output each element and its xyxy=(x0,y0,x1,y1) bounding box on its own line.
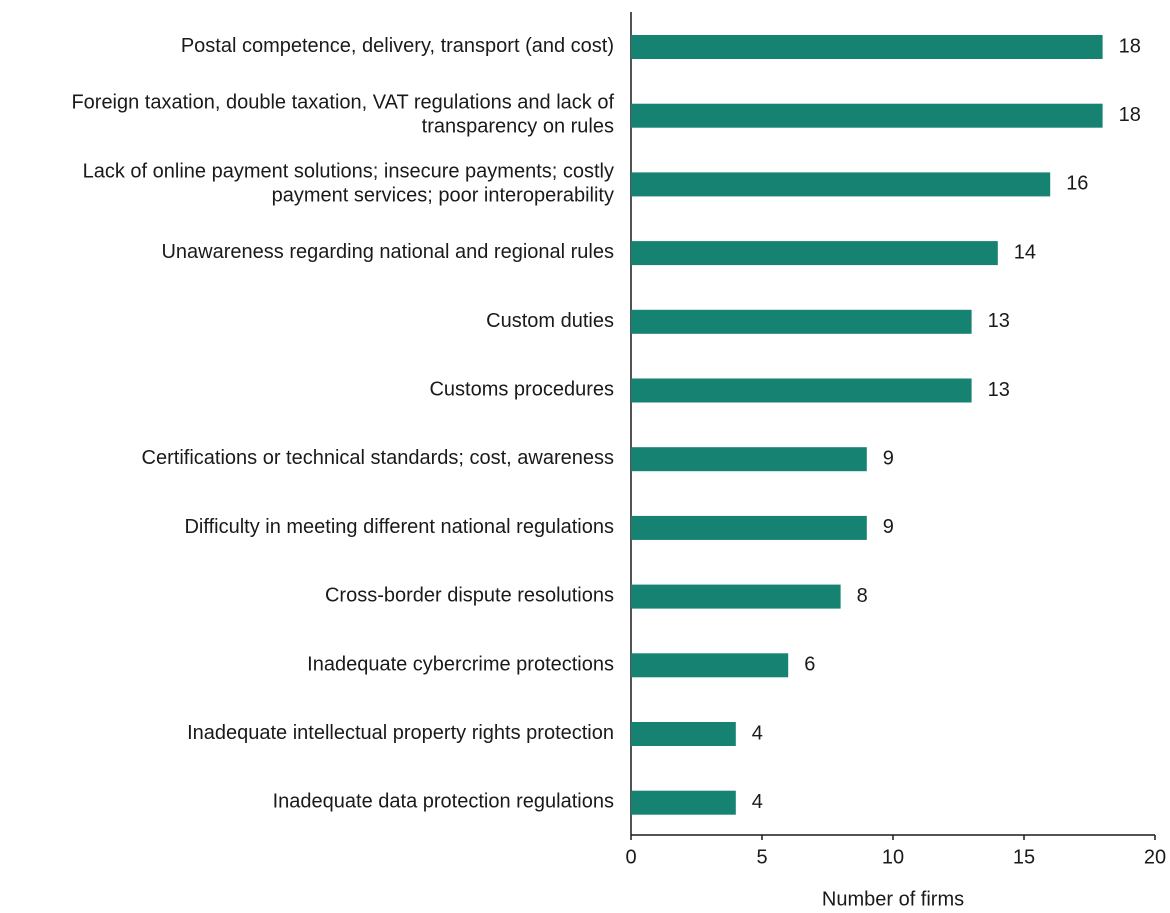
bar xyxy=(631,309,972,334)
y-tick-label: Difficulty in meeting different national… xyxy=(184,516,614,538)
x-axis-label: Number of firms xyxy=(822,888,964,910)
x-tick-label: 15 xyxy=(1013,846,1035,868)
value-label: 6 xyxy=(804,654,815,676)
bar xyxy=(631,515,867,540)
value-label: 9 xyxy=(883,447,894,469)
y-tick-label: Unawareness regarding national and regio… xyxy=(161,241,614,263)
bar xyxy=(631,447,867,472)
y-tick-label: Cross-border dispute resolutions xyxy=(325,585,614,607)
y-tick-label: Inadequate data protection regulations xyxy=(273,791,614,813)
x-tick-label: 10 xyxy=(882,846,904,868)
y-tick-label: Lack of online payment solutions; insecu… xyxy=(83,161,614,207)
bar xyxy=(631,722,736,746)
x-tick-label: 0 xyxy=(625,846,636,868)
value-label: 14 xyxy=(1014,241,1036,263)
value-label: 4 xyxy=(752,722,763,744)
y-tick-label: Customs procedures xyxy=(429,379,614,401)
y-tick-label: Inadequate cybercrime protections xyxy=(307,654,614,676)
value-label: 8 xyxy=(857,585,868,607)
bar xyxy=(631,35,1103,59)
value-label: 9 xyxy=(883,516,894,538)
bar xyxy=(631,790,736,815)
value-label: 18 xyxy=(1119,35,1141,57)
y-tick-label: Inadequate intellectual property rights … xyxy=(187,722,614,744)
y-tick-label: Postal competence, delivery, transport (… xyxy=(181,35,614,57)
value-label: 4 xyxy=(752,791,763,813)
bar xyxy=(631,172,1051,197)
value-label: 13 xyxy=(988,379,1010,401)
y-tick-label: Custom duties xyxy=(486,310,614,332)
bar xyxy=(631,653,789,678)
bar xyxy=(631,103,1103,128)
x-tick-label: 5 xyxy=(756,846,767,868)
value-label: 13 xyxy=(988,310,1010,332)
y-tick-label: Foreign taxation, double taxation, VAT r… xyxy=(71,92,614,138)
y-tick-label: Certifications or technical standards; c… xyxy=(142,447,614,469)
x-tick-label: 20 xyxy=(1144,846,1166,868)
value-label: 18 xyxy=(1119,104,1141,126)
bar xyxy=(631,584,841,609)
value-label: 16 xyxy=(1066,173,1088,195)
bar xyxy=(631,241,998,266)
bar xyxy=(631,378,972,403)
